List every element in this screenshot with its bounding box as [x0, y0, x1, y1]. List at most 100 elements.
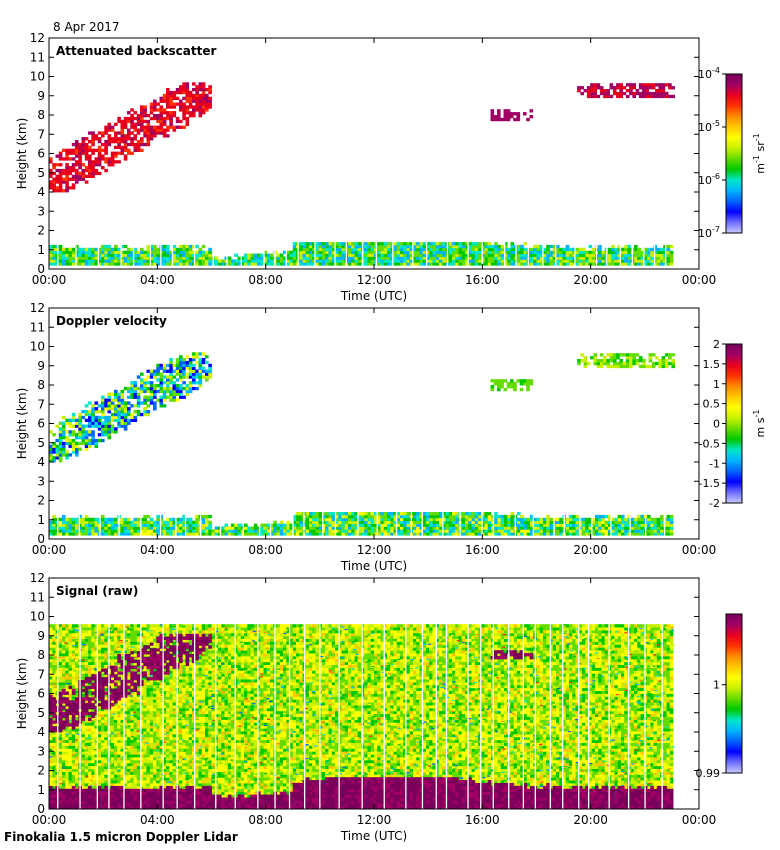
data-cell — [591, 517, 596, 522]
data-cell — [104, 526, 108, 530]
data-cell — [49, 684, 53, 689]
data-cell — [377, 517, 381, 522]
data-cell — [62, 433, 66, 437]
data-cell — [609, 86, 614, 90]
data-cell — [175, 517, 180, 522]
data-cell — [153, 250, 157, 254]
data-cell — [149, 517, 154, 522]
data-cell — [117, 392, 121, 396]
data-cell — [448, 244, 453, 249]
data-cell — [153, 532, 157, 536]
data-cell — [107, 415, 112, 420]
data-cell — [637, 256, 641, 260]
data-cell — [396, 244, 401, 249]
data-cell — [617, 262, 622, 266]
data-cell — [71, 661, 76, 665]
data-cell — [88, 415, 92, 420]
data-cell — [416, 259, 420, 263]
data-cell — [593, 361, 597, 366]
data-cell — [117, 407, 121, 411]
data-cell — [556, 262, 560, 266]
data-cell — [666, 523, 671, 527]
data-cell — [94, 253, 99, 257]
data-cell — [247, 259, 251, 263]
data-cell — [133, 247, 138, 252]
data-cell — [192, 99, 196, 103]
data-cell — [58, 436, 63, 440]
data-cell — [58, 459, 63, 463]
data-cell — [143, 262, 147, 266]
data-cell — [603, 356, 607, 360]
data-cell — [315, 256, 320, 260]
data-cell — [104, 256, 108, 260]
data-cell — [507, 259, 511, 263]
data-cell — [120, 407, 125, 411]
data-cell — [143, 108, 147, 112]
data-cell — [598, 529, 602, 533]
data-cell — [52, 739, 56, 743]
data-cell — [302, 250, 307, 254]
data-cell — [490, 379, 495, 383]
data-cell — [517, 523, 521, 527]
data-cell — [507, 520, 511, 524]
data-cell — [510, 379, 514, 383]
data-cell — [84, 256, 89, 260]
data-cell — [632, 356, 636, 360]
data-cell — [107, 134, 112, 138]
data-cell — [52, 745, 56, 749]
data-cell — [637, 520, 641, 524]
data-cell — [55, 456, 60, 460]
data-cell — [651, 353, 656, 357]
data-cell — [409, 262, 414, 266]
data-cell — [84, 722, 89, 726]
unit-sup: -1 — [752, 155, 761, 163]
data-cell — [91, 774, 95, 778]
data-cell — [429, 523, 433, 527]
data-cell — [91, 754, 95, 758]
data-cell — [331, 244, 336, 249]
data-cell — [91, 785, 95, 790]
data-cell — [185, 88, 190, 92]
data-cell — [91, 256, 95, 260]
data-cell — [603, 359, 607, 363]
data-cell — [169, 253, 173, 257]
data-cell — [84, 151, 89, 155]
data-cell — [406, 517, 411, 522]
data-cell — [58, 754, 63, 758]
data-cell — [458, 253, 463, 257]
data-cell — [140, 523, 144, 527]
data-cell — [549, 256, 554, 260]
data-cell — [448, 526, 453, 530]
data-cell — [179, 119, 183, 124]
data-cell — [403, 259, 407, 263]
data-cell — [572, 253, 576, 257]
data-cell — [201, 256, 206, 260]
data-cell — [52, 433, 56, 437]
data-cell — [192, 105, 196, 109]
data-cell — [195, 102, 199, 106]
data-cell — [201, 352, 206, 356]
data-cell — [400, 526, 404, 530]
data-cell — [208, 88, 212, 92]
data-cell — [458, 262, 463, 266]
data-cell — [520, 244, 524, 249]
data-cell — [91, 174, 95, 178]
data-cell — [65, 632, 69, 637]
data-cell — [478, 523, 482, 527]
data-cell — [91, 407, 95, 411]
data-cell — [198, 358, 203, 362]
data-cell — [474, 532, 479, 536]
data-cell — [127, 395, 131, 399]
data-cell — [244, 526, 248, 530]
data-cell — [52, 733, 56, 738]
data-cell — [510, 115, 514, 119]
data-cell — [318, 250, 323, 254]
data-cell — [97, 131, 102, 135]
data-cell — [627, 256, 632, 260]
data-cell — [78, 148, 82, 152]
data-cell — [491, 250, 495, 254]
data-cell — [55, 189, 60, 193]
data-cell — [84, 247, 89, 252]
data-cell — [94, 754, 99, 758]
data-cell — [500, 253, 505, 257]
